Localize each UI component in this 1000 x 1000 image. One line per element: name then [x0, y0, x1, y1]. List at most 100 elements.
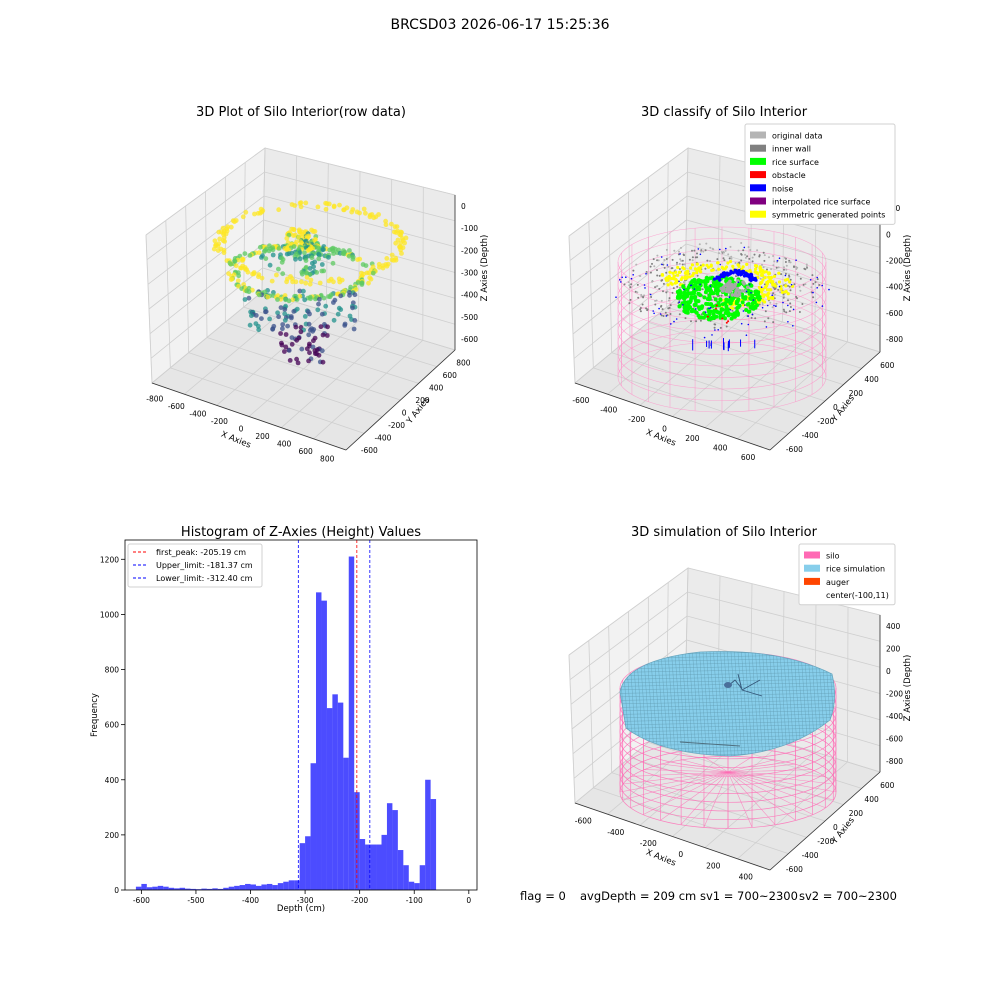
noise-point	[751, 313, 754, 316]
silo-floor-wire	[630, 771, 729, 808]
symmetric-point	[762, 293, 766, 297]
data-point	[359, 282, 365, 287]
simulation-legend-swatch	[804, 577, 820, 585]
original-point	[795, 268, 798, 270]
data-point	[298, 329, 304, 335]
x-tick-label: -400	[242, 896, 259, 905]
data-point	[247, 253, 253, 258]
symmetric-point	[683, 277, 687, 281]
histogram-bar	[250, 884, 256, 890]
original-point	[735, 293, 740, 298]
mesh-line	[620, 689, 835, 694]
inner-wall-point	[696, 252, 698, 255]
original-point	[751, 256, 754, 259]
data-point	[341, 207, 346, 213]
original-point	[744, 253, 747, 256]
symmetric-point	[765, 282, 770, 286]
chart-classify: 3D classify of Silo Interior -600 -400 -200…	[568, 105, 913, 462]
original-point	[733, 282, 737, 287]
rice-surface-point	[690, 307, 695, 312]
data-point	[294, 356, 299, 362]
original-point	[654, 299, 657, 302]
mesh-line	[620, 727, 835, 733]
noise-point	[653, 312, 655, 315]
inner-wall-point	[725, 325, 728, 328]
inner-wall-point	[662, 290, 664, 293]
data-point	[389, 252, 395, 258]
data-point	[246, 295, 252, 301]
inner-wall-point	[763, 259, 766, 262]
z-tick-label: -600	[461, 335, 478, 344]
inner-wall-point	[785, 311, 788, 314]
data-point	[302, 297, 308, 303]
inner-wall-point	[812, 282, 815, 285]
original-point	[702, 250, 705, 253]
symmetric-point	[711, 268, 715, 272]
mesh-line	[716, 651, 725, 756]
symmetric-point	[771, 296, 775, 301]
data-point	[245, 269, 251, 275]
symmetric-point	[680, 276, 684, 280]
data-point	[286, 247, 292, 253]
sv2-status: sv2 = 700~2300	[799, 889, 897, 903]
symmetric-point	[760, 290, 764, 294]
rice-surface-point	[702, 295, 707, 300]
symmetric-point	[672, 274, 676, 278]
original-point	[805, 265, 808, 268]
x-tick-label: -600	[575, 817, 592, 826]
original-point	[756, 249, 759, 252]
data-point	[246, 289, 252, 295]
inner-wall-point	[663, 266, 666, 269]
x-tick-label: 600	[299, 447, 314, 456]
histogram-bar	[168, 887, 175, 890]
z-tick-label: 0	[886, 230, 891, 239]
noise-point	[743, 246, 746, 249]
data-point	[216, 229, 222, 235]
inner-wall-point	[656, 259, 659, 262]
histogram-bar	[430, 799, 437, 890]
rice-surface-point	[723, 301, 728, 306]
inner-wall-point	[793, 265, 795, 268]
silo-floor-wire	[727, 769, 813, 773]
symmetric-point	[761, 298, 765, 302]
inner-wall-point	[798, 311, 801, 313]
histogram-bar	[157, 885, 164, 890]
histogram-bar	[326, 708, 333, 890]
x-tick-label: -200	[628, 415, 645, 424]
y-tick-label: -400	[374, 433, 391, 442]
rice-surface-point	[706, 317, 711, 322]
rice-surface-point	[712, 316, 716, 321]
symmetric-point	[757, 285, 762, 289]
silo-floor-wire	[630, 771, 729, 777]
y-tick-label: -200	[817, 417, 834, 426]
data-point	[346, 253, 352, 259]
rice-surface-point	[692, 288, 697, 293]
data-point	[211, 246, 217, 252]
rice-surface-point	[713, 297, 718, 302]
original-point	[761, 303, 764, 306]
rice-surface-point	[716, 301, 721, 305]
data-point	[307, 266, 313, 271]
data-point	[326, 201, 332, 207]
symmetric-point	[709, 263, 713, 267]
noise-point	[748, 283, 751, 286]
noise-point	[816, 276, 818, 279]
mesh-line	[712, 651, 722, 756]
data-point	[303, 200, 309, 206]
y-tick-label: 0	[114, 886, 119, 895]
chart-title: 3D simulation of Silo Interior	[631, 525, 818, 540]
classify-legend-label: interpolated rice surface	[772, 198, 870, 207]
symmetric-point	[675, 279, 679, 283]
noise-point	[670, 323, 672, 325]
original-point	[727, 286, 731, 290]
data-point	[310, 344, 316, 350]
data-point	[361, 206, 367, 212]
inner-wall-point	[818, 284, 821, 286]
original-point	[705, 242, 708, 245]
y-axis-line	[769, 771, 881, 871]
original-point	[728, 279, 732, 284]
original-point	[730, 257, 733, 260]
rice-surface-point	[711, 291, 716, 296]
x-tick-label: -100	[406, 896, 423, 905]
histogram-bar	[266, 883, 273, 890]
